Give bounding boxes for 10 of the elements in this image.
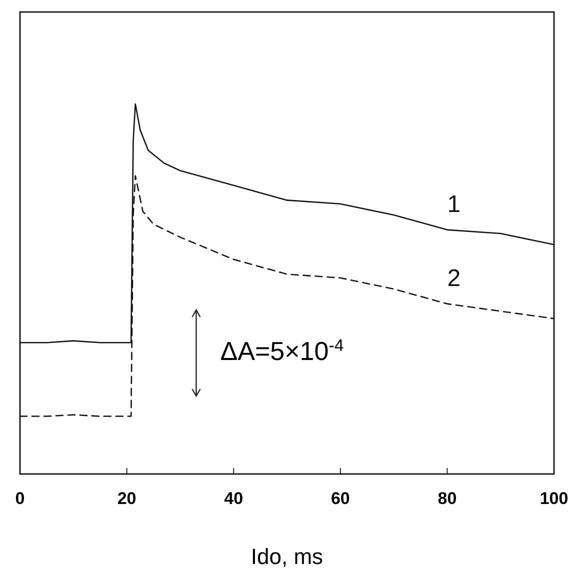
x-tick-label: 80 [438, 489, 457, 508]
series-label: 2 [447, 264, 461, 292]
x-tick-label: 60 [330, 489, 350, 508]
x-tick-label: 40 [224, 489, 244, 508]
series-label: 1 [447, 190, 461, 218]
x-tick-label: 100 [540, 489, 568, 508]
x-tick-label: 20 [117, 489, 136, 508]
annotation: ΔA=5×10$^{-4}$ [220, 336, 344, 366]
x-tick-label: 0 [15, 489, 25, 508]
x-axis-title: Ido, ms [250, 544, 324, 569]
